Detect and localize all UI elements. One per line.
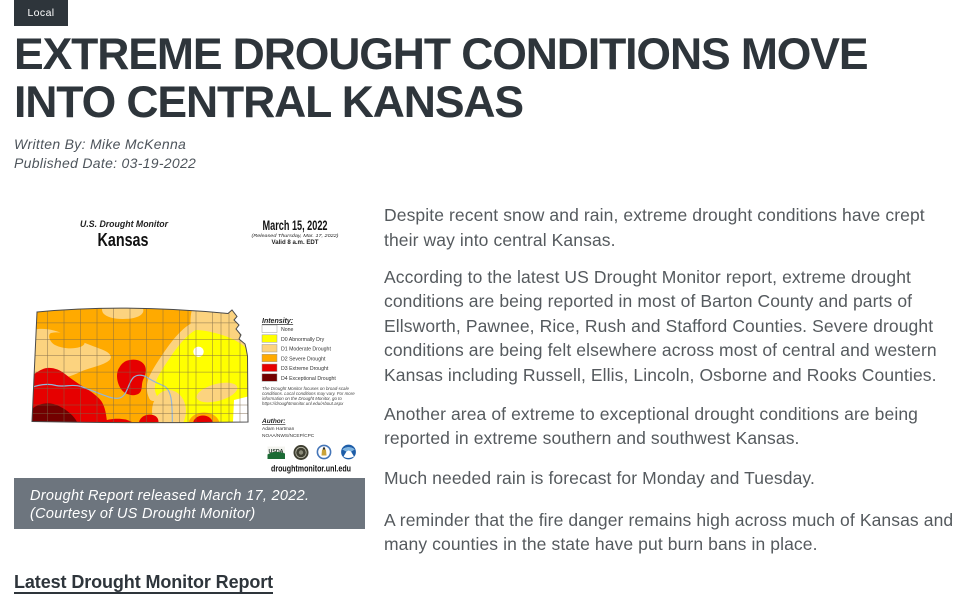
svg-text:Author:: Author: (261, 418, 285, 425)
svg-text:The Drought Monitor focuses on: The Drought Monitor focuses on broad-sca… (262, 386, 349, 391)
svg-text:D1 Moderate Drought: D1 Moderate Drought (281, 347, 331, 353)
svg-text:Kansas: Kansas (98, 230, 149, 250)
svg-text:D4 Exceptional Drought: D4 Exceptional Drought (281, 376, 336, 382)
svg-text:D3 Extreme Drought: D3 Extreme Drought (281, 366, 329, 372)
svg-text:Adam Hartman: Adam Hartman (262, 426, 295, 432)
svg-text:NOAA/NWS/NCEP/CPC: NOAA/NWS/NCEP/CPC (262, 433, 315, 439)
svg-text:D2 Severe Drought: D2 Severe Drought (281, 356, 326, 362)
svg-text:Intensity:: Intensity: (262, 318, 293, 325)
svg-text:droughtmonitor.unl.edu: droughtmonitor.unl.edu (271, 463, 351, 473)
svg-text:Valid 8 a.m. EDT: Valid 8 a.m. EDT (272, 239, 319, 246)
svg-text:March 15, 2022: March 15, 2022 (263, 218, 328, 233)
svg-text:information on the Drought Mon: information on the Drought Monitor, go t… (262, 396, 342, 401)
svg-text:(Released Thursday, Mar. 17, 2: (Released Thursday, Mar. 17, 2022) (252, 233, 339, 239)
svg-text:https://droughtmonitor.unl.edu: https://droughtmonitor.unl.edu/About.asp… (262, 401, 344, 406)
svg-text:None: None (281, 327, 294, 333)
svg-text:D0 Abnormally Dry: D0 Abnormally Dry (281, 337, 325, 343)
svg-text:U.S. Drought Monitor: U.S. Drought Monitor (80, 219, 169, 230)
svg-text:conditions. Local conditions m: conditions. Local conditions may vary. F… (262, 391, 355, 396)
